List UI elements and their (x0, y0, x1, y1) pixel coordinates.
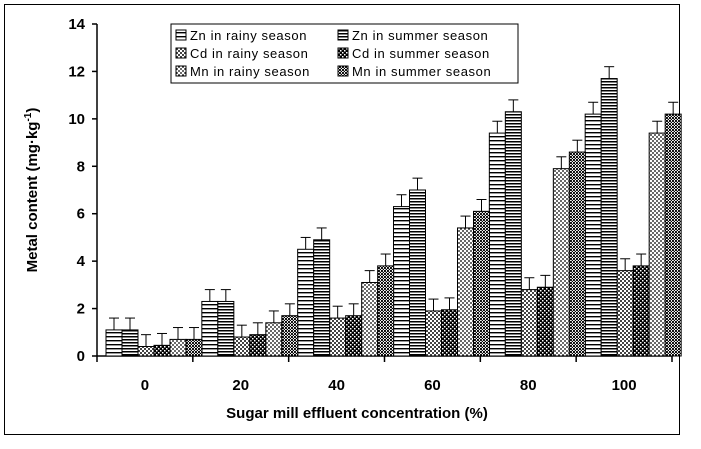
bar-mn-in-rainy-season-40 (361, 281, 379, 357)
bar-zn-in-rainy-season-20 (201, 300, 219, 357)
y-axis-title-superscript: -1 (23, 112, 34, 121)
legend-swatch-cd-in-rainy-season (175, 47, 187, 59)
y-axis-title-close: ) (24, 108, 41, 113)
legend-label-mn-in-rainy-season: Mn in rainy season (190, 64, 310, 79)
bars (105, 66, 682, 357)
bar-mn-in-rainy-season-60 (457, 227, 474, 357)
bar-cd-in-summer-season-100 (632, 265, 650, 357)
bar-zn-in-rainy-season-0 (105, 329, 123, 357)
legend-swatch-zn-in-rainy-season (175, 29, 187, 41)
y-tick-label: 6 (77, 206, 85, 223)
bar-cd-in-rainy-season-60 (425, 310, 442, 357)
bar-mn-in-summer-season-20 (281, 315, 299, 357)
bar-mn-in-rainy-season-100 (648, 132, 666, 357)
y-ticks: 0 2 4 6 8 10 12 14 (68, 16, 97, 365)
legend: Zn in rainy season Zn in summer season Cd … (170, 23, 519, 84)
x-tick-label: 40 (328, 377, 345, 394)
x-tick-label: 20 (232, 377, 249, 394)
bar-mn-in-summer-season-60 (473, 210, 490, 357)
bar-zn-in-summer-season-40 (313, 239, 331, 357)
bar-cd-in-summer-season-80 (536, 286, 554, 357)
y-tick-label: 10 (68, 111, 85, 128)
bar-zn-in-summer-season-80 (504, 111, 522, 357)
bar-cd-in-summer-season-60 (441, 309, 458, 357)
bar-cd-in-rainy-season-0 (137, 346, 155, 357)
bar-mn-in-summer-season-80 (568, 151, 586, 357)
bar-zn-in-rainy-season-100 (584, 113, 602, 357)
y-tick-label: 4 (77, 253, 86, 270)
x-tick-label: 100 (612, 377, 637, 394)
legend-swatch-zn-in-summer-season (337, 29, 349, 41)
bar-cd-in-rainy-season-80 (520, 289, 538, 357)
bar-mn-in-summer-season-100 (664, 113, 682, 357)
legend-label-zn-in-rainy-season: Zn in rainy season (190, 28, 307, 43)
bar-zn-in-summer-season-60 (409, 189, 426, 357)
legend-label-cd-in-rainy-season: Cd in rainy season (190, 46, 308, 61)
bar-cd-in-summer-season-40 (345, 315, 363, 357)
legend-label-mn-in-summer-season: Mn in summer season (352, 64, 491, 79)
x-ticks: 0 20 40 60 80 100 (96, 356, 673, 394)
bar-zn-in-summer-season-20 (217, 300, 235, 357)
legend-label-zn-in-summer-season: Zn in summer season (352, 28, 488, 43)
bar-mn-in-rainy-season-0 (169, 338, 187, 357)
bar-zn-in-rainy-season-60 (393, 206, 410, 357)
bar-cd-in-rainy-season-100 (616, 270, 634, 357)
bar-cd-in-summer-season-0 (153, 344, 171, 357)
bar-mn-in-summer-season-40 (377, 265, 395, 357)
bar-mn-in-rainy-season-20 (265, 322, 283, 357)
bar-cd-in-rainy-season-40 (329, 317, 347, 357)
y-tick-label: 14 (68, 16, 85, 33)
legend-swatch-mn-in-rainy-season (175, 65, 187, 77)
x-tick-label: 80 (520, 377, 537, 394)
y-tick-label: 12 (68, 63, 85, 80)
x-tick-label: 60 (424, 377, 441, 394)
y-axis-title-main: Metal content (mg·kg (24, 122, 41, 273)
bar-zn-in-summer-season-100 (600, 78, 618, 357)
bar-mn-in-summer-season-0 (185, 338, 203, 357)
y-tick-label: 8 (77, 158, 85, 175)
bar-cd-in-summer-season-20 (249, 334, 267, 357)
y-tick-label: 2 (77, 301, 85, 318)
bar-cd-in-rainy-season-20 (233, 336, 251, 357)
bar-zn-in-rainy-season-40 (297, 248, 315, 357)
y-tick-label: 0 (77, 348, 85, 365)
bar-zn-in-summer-season-0 (121, 329, 139, 357)
legend-label-cd-in-summer-season: Cd in summer season (352, 46, 490, 61)
legend-swatch-mn-in-summer-season (337, 65, 349, 77)
x-tick-label: 0 (141, 377, 149, 394)
y-axis-title: Metal content (mg·kg-1) (23, 108, 41, 273)
x-axis-title: Sugar mill effluent concentration (%) (226, 405, 488, 422)
bar-mn-in-rainy-season-80 (552, 168, 570, 357)
bar-zn-in-rainy-season-80 (488, 132, 506, 357)
legend-swatch-cd-in-summer-season (337, 47, 349, 59)
